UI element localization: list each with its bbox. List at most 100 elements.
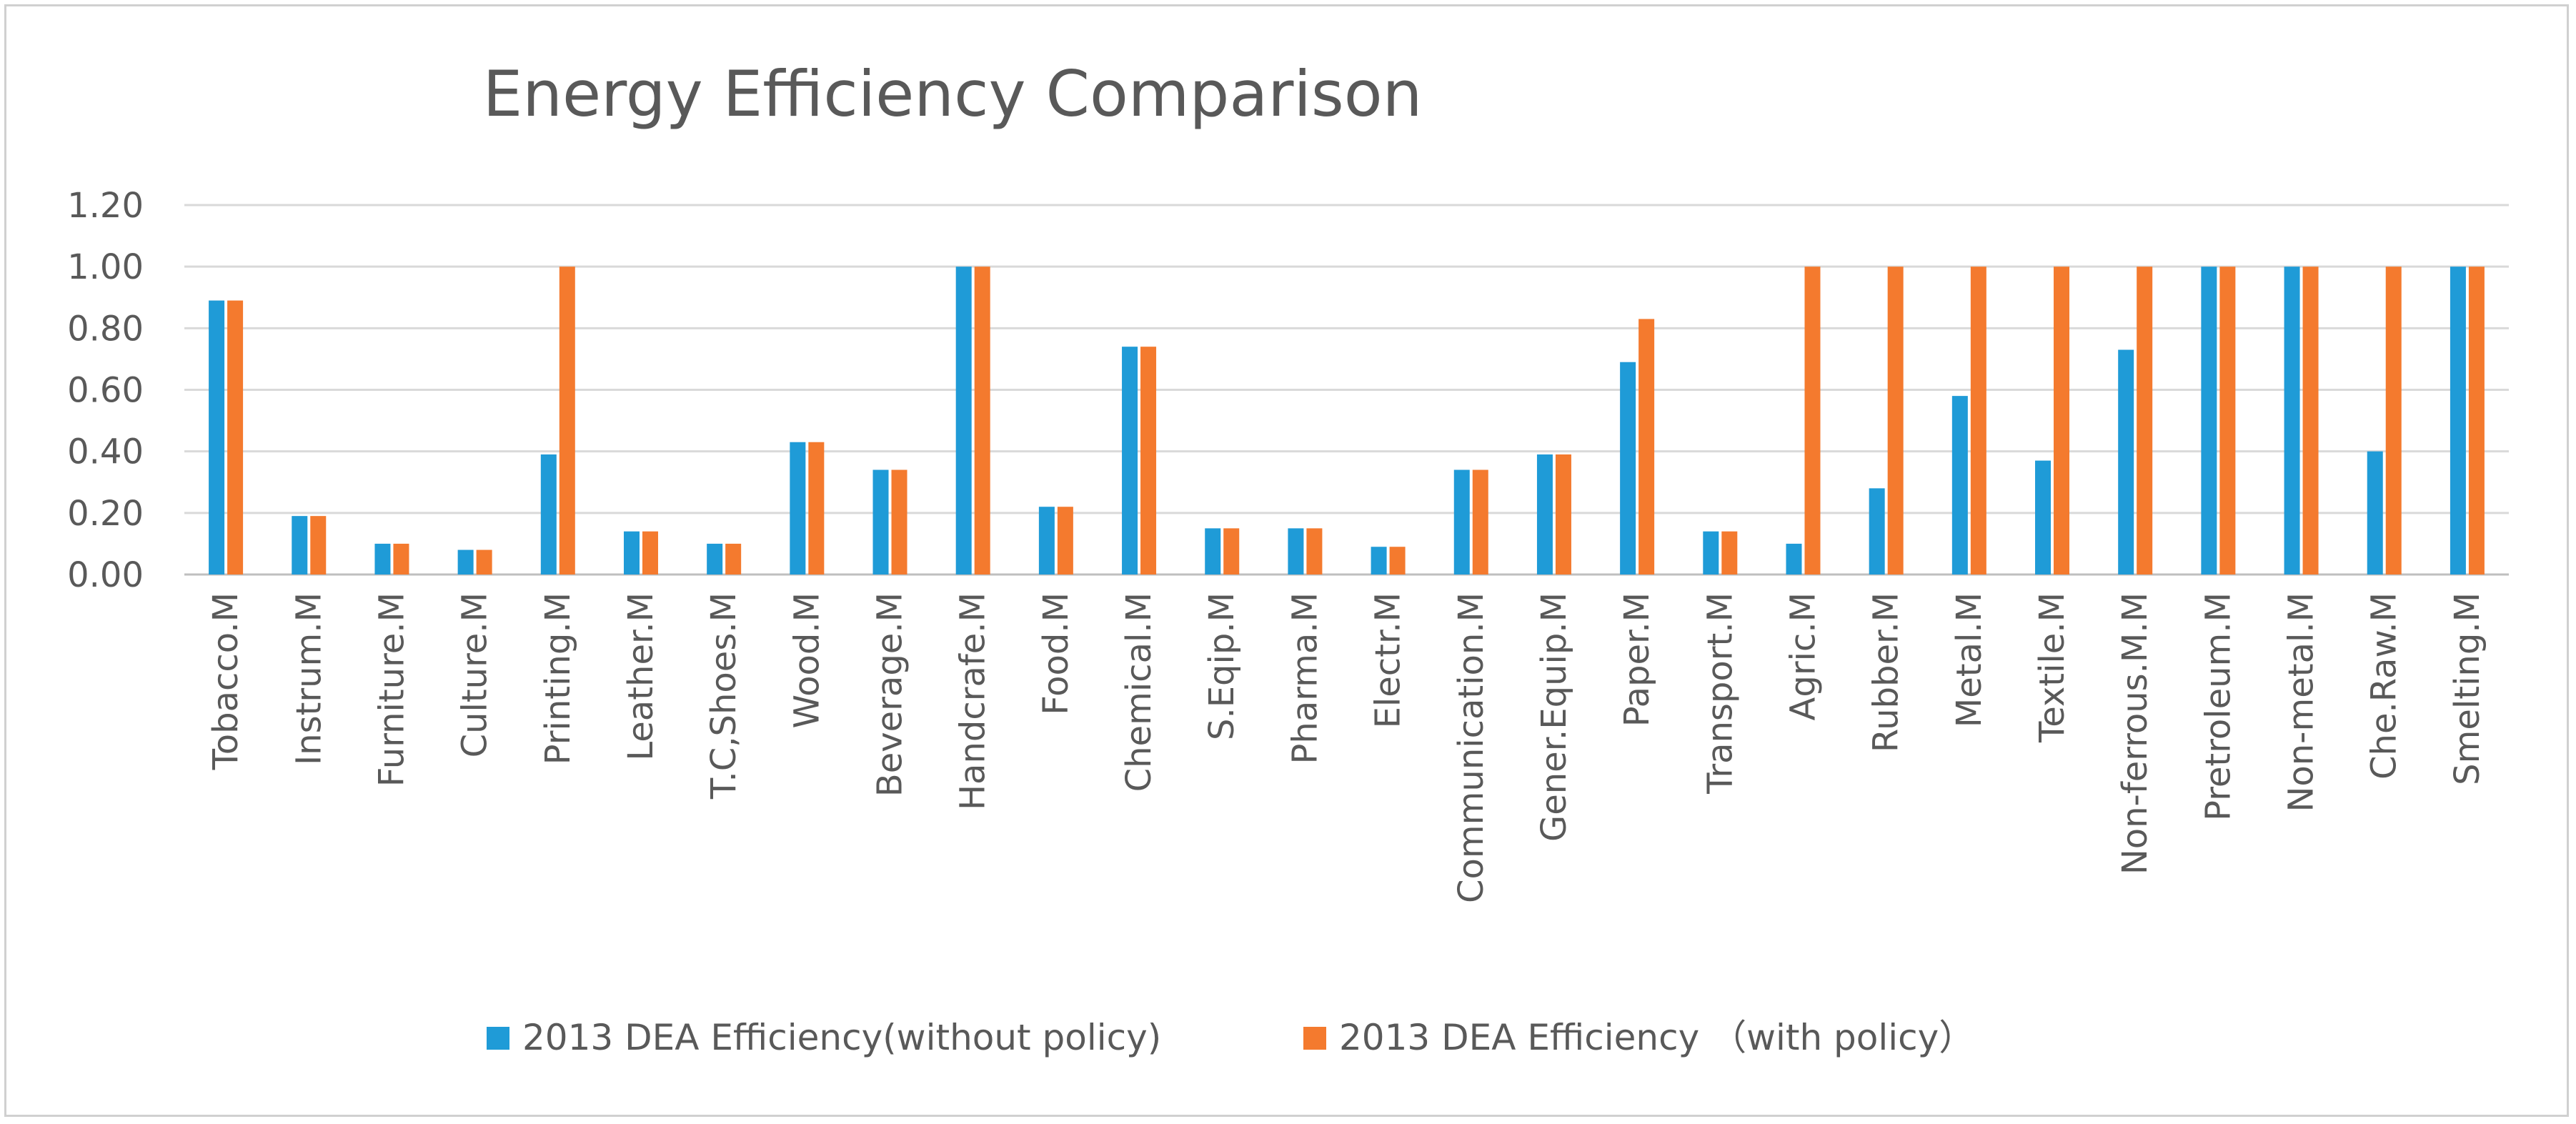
legend-label: 2013 DEA Efficiency(without policy) bbox=[522, 1017, 1161, 1058]
bar-with-policy-17 bbox=[1638, 319, 1655, 575]
x-tick-label: Smelting.M bbox=[2447, 592, 2487, 785]
y-tick-label: 0.60 bbox=[67, 371, 144, 411]
x-tick-label: Textile.M bbox=[2032, 592, 2072, 743]
x-tick-label: Gener.Equip.M bbox=[1534, 592, 1574, 842]
x-tick-label: Metal.M bbox=[1949, 592, 1989, 727]
bar-without-policy-2 bbox=[374, 543, 391, 575]
bar-without-policy-23 bbox=[2118, 349, 2134, 575]
bar-without-policy-21 bbox=[1951, 396, 1968, 575]
bar-with-policy-16 bbox=[1555, 454, 1571, 575]
bar-with-policy-25 bbox=[2302, 267, 2319, 575]
chart-frame: Energy Efficiency Comparison 0.00 0.20 0.4… bbox=[4, 4, 2569, 1117]
gridlines bbox=[184, 204, 2509, 576]
bars bbox=[209, 267, 2485, 575]
bar-with-policy-9 bbox=[974, 267, 990, 575]
bar-with-policy-20 bbox=[1887, 267, 1904, 575]
bar-without-policy-7 bbox=[790, 442, 806, 575]
bar-without-policy-27 bbox=[2450, 267, 2466, 575]
bar-with-policy-0 bbox=[227, 300, 244, 575]
x-tick-label: Printing.M bbox=[538, 592, 578, 765]
y-tick-label: 1.20 bbox=[67, 186, 144, 226]
bar-without-policy-5 bbox=[623, 531, 640, 575]
x-tick-label: Rubber.M bbox=[1866, 592, 1906, 752]
x-tick-label: Food.M bbox=[1036, 592, 1076, 715]
x-tick-label: Chemical.M bbox=[1119, 592, 1159, 792]
bar-without-policy-19 bbox=[1786, 543, 1802, 575]
x-tick-label: Transport.M bbox=[1700, 592, 1740, 795]
bar-with-policy-26 bbox=[2385, 267, 2402, 575]
x-tick-label: Agric.M bbox=[1783, 592, 1823, 720]
bar-without-policy-9 bbox=[955, 267, 972, 575]
bar-without-policy-1 bbox=[292, 516, 308, 575]
bar-with-policy-15 bbox=[1472, 469, 1488, 575]
y-tick-label: 0.40 bbox=[67, 432, 144, 472]
bar-without-policy-20 bbox=[1869, 488, 1885, 575]
bar-without-policy-25 bbox=[2284, 267, 2300, 575]
bar-with-policy-18 bbox=[1721, 531, 1738, 575]
bar-with-policy-8 bbox=[891, 469, 907, 575]
bar-without-policy-15 bbox=[1453, 469, 1470, 575]
bar-with-policy-19 bbox=[1804, 267, 1821, 575]
bar-with-policy-11 bbox=[1140, 347, 1157, 575]
bar-without-policy-0 bbox=[209, 300, 225, 575]
x-tick-label: Beverage.M bbox=[870, 592, 910, 797]
bar-chart: Energy Efficiency Comparison 0.00 0.20 0.4… bbox=[67, 57, 2509, 1058]
x-tick-label: T.C,Shoes.M bbox=[704, 592, 744, 800]
x-tick-label: Non-metal.M bbox=[2282, 592, 2322, 812]
bar-without-policy-13 bbox=[1288, 528, 1304, 575]
bar-without-policy-22 bbox=[2035, 460, 2052, 575]
x-tick-label: Pretroleum.M bbox=[2198, 592, 2238, 821]
y-tick-label: 1.00 bbox=[67, 247, 144, 287]
bar-with-policy-10 bbox=[1057, 507, 1073, 575]
legend: 2013 DEA Efficiency(without policy) 2013 … bbox=[487, 1017, 1974, 1058]
bar-without-policy-8 bbox=[872, 469, 889, 575]
legend-swatch bbox=[1303, 1027, 1326, 1050]
x-tick-label: Communication.M bbox=[1451, 592, 1491, 903]
x-tick-label: Instrum.M bbox=[289, 592, 329, 765]
bar-with-policy-13 bbox=[1306, 528, 1323, 575]
bar-with-policy-6 bbox=[725, 543, 742, 575]
bar-with-policy-14 bbox=[1389, 547, 1406, 575]
x-tick-label: Leather.M bbox=[621, 592, 661, 761]
bar-without-policy-6 bbox=[707, 543, 723, 575]
bar-with-policy-1 bbox=[310, 516, 327, 575]
x-tick-label: Pharma.M bbox=[1285, 592, 1325, 765]
x-tick-label: Handcrafe.M bbox=[953, 592, 993, 810]
y-axis-ticks: 0.00 0.20 0.40 0.60 0.80 1.00 1.20 bbox=[67, 186, 144, 595]
bar-without-policy-11 bbox=[1122, 347, 1138, 575]
chart-title: Energy Efficiency Comparison bbox=[483, 57, 1423, 131]
bar-with-policy-4 bbox=[559, 267, 575, 575]
y-tick-label: 0.00 bbox=[67, 555, 144, 595]
x-tick-label: Che.Raw.M bbox=[2364, 592, 2405, 780]
bar-without-policy-18 bbox=[1703, 531, 1719, 575]
x-tick-label: Paper.M bbox=[1617, 592, 1657, 727]
x-tick-label: Culture.M bbox=[455, 592, 495, 757]
x-tick-label: S.Eqip.M bbox=[1202, 592, 1242, 740]
bar-without-policy-17 bbox=[1620, 362, 1636, 575]
bar-without-policy-26 bbox=[2367, 451, 2383, 575]
bar-without-policy-14 bbox=[1371, 547, 1387, 575]
bar-without-policy-4 bbox=[540, 454, 557, 575]
bar-with-policy-23 bbox=[2137, 267, 2153, 575]
bar-without-policy-12 bbox=[1205, 528, 1221, 575]
bar-with-policy-24 bbox=[2219, 267, 2236, 575]
bar-with-policy-7 bbox=[808, 442, 825, 575]
legend-swatch bbox=[487, 1027, 509, 1050]
bar-without-policy-3 bbox=[457, 549, 474, 575]
legend-label: 2013 DEA Efficiency （with policy） bbox=[1339, 1017, 1974, 1058]
bar-with-policy-22 bbox=[2054, 267, 2070, 575]
x-tick-label: Non-ferrous.M.M bbox=[2115, 592, 2155, 875]
y-tick-label: 0.20 bbox=[67, 494, 144, 534]
x-tick-label: Electr.M bbox=[1368, 592, 1408, 728]
x-tick-label: Wood.M bbox=[787, 592, 827, 729]
bar-with-policy-5 bbox=[642, 531, 658, 575]
bar-without-policy-10 bbox=[1038, 507, 1055, 575]
bar-with-policy-2 bbox=[393, 543, 409, 575]
y-tick-label: 0.80 bbox=[67, 309, 144, 349]
bar-without-policy-24 bbox=[2201, 267, 2217, 575]
x-tick-label: Furniture.M bbox=[372, 592, 412, 787]
x-tick-label: Tobacco.M bbox=[206, 592, 246, 770]
bar-without-policy-16 bbox=[1536, 454, 1553, 575]
bar-with-policy-3 bbox=[476, 549, 492, 575]
bar-with-policy-27 bbox=[2468, 267, 2485, 575]
